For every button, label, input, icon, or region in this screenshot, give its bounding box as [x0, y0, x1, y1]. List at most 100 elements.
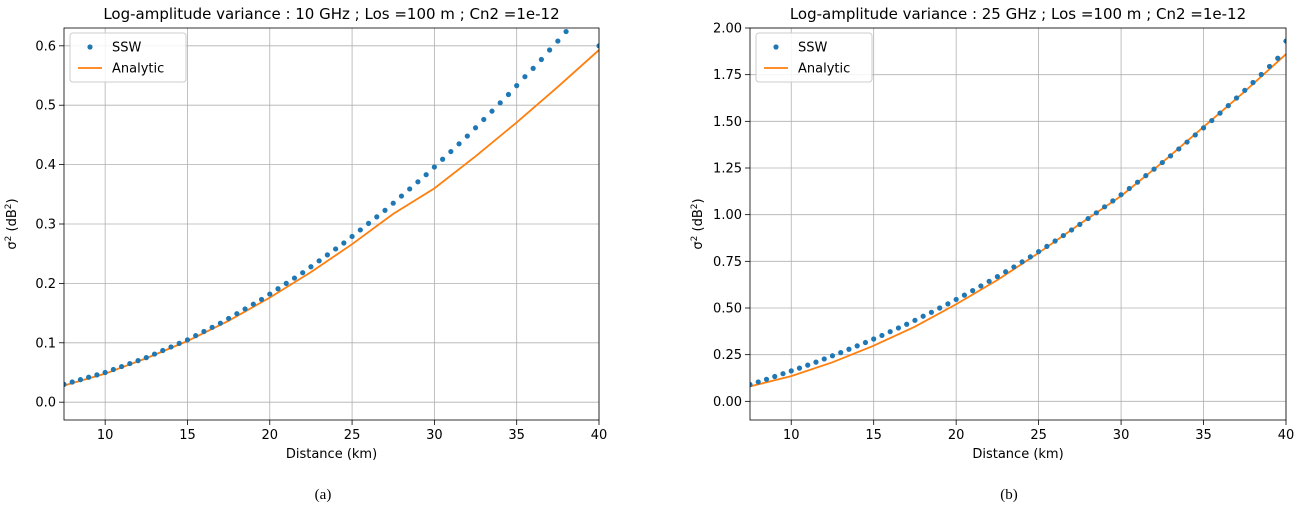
data-point-ssw: [473, 125, 478, 130]
data-point-ssw: [1020, 259, 1025, 264]
data-point-ssw: [772, 374, 777, 379]
data-point-ssw: [210, 325, 215, 330]
data-point-ssw: [1184, 139, 1189, 144]
data-point-ssw: [888, 329, 893, 334]
data-point-ssw: [308, 264, 313, 269]
data-point-ssw: [962, 293, 967, 298]
data-point-ssw: [987, 279, 992, 284]
x-tick-label: 35: [1195, 428, 1212, 443]
data-point-ssw: [797, 366, 802, 371]
data-point-ssw: [580, 11, 585, 16]
series-line-analytic: [64, 50, 599, 386]
data-point-ssw: [1135, 180, 1140, 185]
data-point-ssw: [1094, 210, 1099, 215]
x-tick-label: 40: [1278, 428, 1295, 443]
data-point-ssw: [103, 370, 108, 375]
data-point-ssw: [325, 252, 330, 257]
data-point-ssw: [135, 358, 140, 363]
y-tick-label: 0.6: [35, 39, 56, 54]
data-point-ssw: [177, 341, 182, 346]
data-point-ssw: [912, 318, 917, 323]
data-point-ssw: [937, 305, 942, 310]
x-axis-label: Distance (km): [286, 447, 377, 462]
data-point-ssw: [251, 302, 256, 307]
y-tick-label: 0.75: [713, 255, 742, 270]
data-point-ssw: [522, 74, 527, 79]
data-point-ssw: [1011, 264, 1016, 269]
data-point-ssw: [514, 83, 519, 88]
data-point-ssw: [970, 288, 975, 293]
legend-marker-ssw: [773, 44, 778, 49]
y-tick-label: 1.25: [713, 162, 742, 177]
y-tick-label: 0.5: [35, 99, 56, 114]
data-point-ssw: [234, 311, 239, 316]
data-point-ssw: [1061, 233, 1066, 238]
data-point-ssw: [317, 258, 322, 263]
data-point-ssw: [366, 221, 371, 226]
x-tick-label: 15: [865, 428, 882, 443]
y-tick-label: 1.50: [713, 115, 742, 130]
y-tick-label: 1.00: [713, 208, 742, 223]
series-line-analytic: [750, 54, 1286, 386]
data-point-ssw: [1028, 254, 1033, 259]
data-point-ssw: [119, 364, 124, 369]
y-axis-label-base: σ: [5, 241, 20, 249]
data-point-ssw: [879, 333, 884, 338]
x-tick-label: 10: [783, 428, 800, 443]
legend: SSWAnalytic: [70, 33, 186, 82]
y-axis-label-end: ): [691, 198, 706, 203]
data-point-ssw: [1151, 167, 1156, 172]
data-point-ssw: [1168, 153, 1173, 158]
y-tick-label: 0.25: [713, 348, 742, 363]
data-point-ssw: [226, 316, 231, 321]
data-point-ssw: [168, 344, 173, 349]
data-point-ssw: [1077, 222, 1082, 227]
data-point-ssw: [86, 375, 91, 380]
data-point-ssw: [1110, 198, 1115, 203]
data-point-ssw: [1193, 132, 1198, 137]
data-point-ssw: [1250, 80, 1255, 85]
data-point-ssw: [896, 325, 901, 330]
y-axis-label-end: ): [5, 198, 20, 203]
data-point-ssw: [539, 57, 544, 62]
x-tick-label: 40: [591, 428, 608, 443]
data-point-ssw: [780, 371, 785, 376]
y-axis-label-mid: (dB: [5, 209, 20, 235]
data-point-ssw: [1217, 111, 1222, 116]
data-point-ssw: [399, 193, 404, 198]
y-tick-label: 0.4: [35, 158, 56, 173]
chart-b: Log-amplitude variance : 25 GHz ; Los =1…: [690, 5, 1294, 462]
data-point-ssw: [1118, 192, 1123, 197]
x-tick-label: 20: [948, 428, 965, 443]
data-point-ssw: [1143, 173, 1148, 178]
data-point-ssw: [506, 92, 511, 97]
data-point-ssw: [218, 321, 223, 326]
legend-label-ssw: SSW: [798, 41, 828, 56]
data-point-ssw: [1085, 216, 1090, 221]
data-point-ssw: [160, 348, 165, 353]
plot-area: [747, 38, 1288, 387]
data-point-ssw: [440, 157, 445, 162]
data-point-ssw: [1053, 238, 1058, 243]
data-point-ssw: [341, 240, 346, 245]
data-point-ssw: [588, 1, 593, 6]
caption-a: (a): [315, 487, 332, 504]
x-tick-label: 30: [426, 428, 443, 443]
x-tick-label: 25: [344, 428, 361, 443]
data-point-ssw: [201, 329, 206, 334]
data-point-ssw: [1259, 72, 1264, 77]
data-point-ssw: [838, 350, 843, 355]
data-point-ssw: [563, 29, 568, 34]
data-point-ssw: [193, 333, 198, 338]
data-point-ssw: [1036, 249, 1041, 254]
data-point-ssw: [978, 283, 983, 288]
y-axis-label-base: σ: [691, 241, 706, 249]
data-point-ssw: [70, 379, 75, 384]
data-point-ssw: [822, 356, 827, 361]
data-point-ssw: [1275, 56, 1280, 61]
data-point-ssw: [456, 141, 461, 146]
data-point-ssw: [127, 361, 132, 366]
data-point-ssw: [555, 38, 560, 43]
data-point-ssw: [481, 117, 486, 122]
